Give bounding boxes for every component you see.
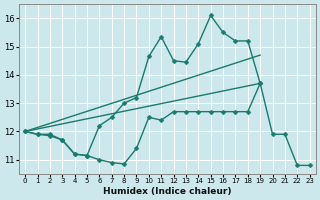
X-axis label: Humidex (Indice chaleur): Humidex (Indice chaleur) <box>103 187 232 196</box>
